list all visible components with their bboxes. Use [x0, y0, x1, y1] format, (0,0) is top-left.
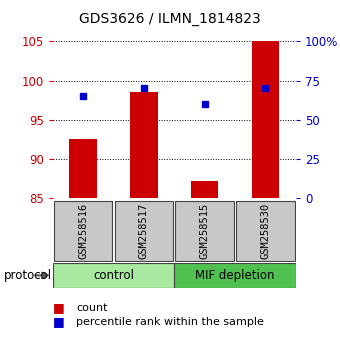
Bar: [53, 263, 174, 288]
Bar: [54, 201, 112, 261]
Text: GDS3626 / ILMN_1814823: GDS3626 / ILMN_1814823: [79, 12, 261, 27]
Text: GSM258517: GSM258517: [139, 203, 149, 259]
Text: GSM258530: GSM258530: [260, 203, 270, 259]
Bar: [175, 201, 234, 261]
Text: ■: ■: [53, 315, 65, 328]
Bar: [115, 201, 173, 261]
Text: ■: ■: [53, 301, 65, 314]
Text: MIF depletion: MIF depletion: [195, 269, 275, 282]
Bar: [174, 263, 296, 288]
Text: count: count: [76, 303, 108, 313]
Text: protocol: protocol: [3, 269, 52, 282]
Text: percentile rank within the sample: percentile rank within the sample: [76, 317, 265, 327]
Text: GSM258516: GSM258516: [78, 203, 88, 259]
Bar: [69, 139, 97, 198]
Bar: [130, 92, 157, 198]
Bar: [252, 41, 279, 198]
Text: control: control: [93, 269, 134, 282]
Bar: [236, 201, 294, 261]
Text: GSM258515: GSM258515: [200, 203, 210, 259]
Bar: [191, 181, 218, 198]
